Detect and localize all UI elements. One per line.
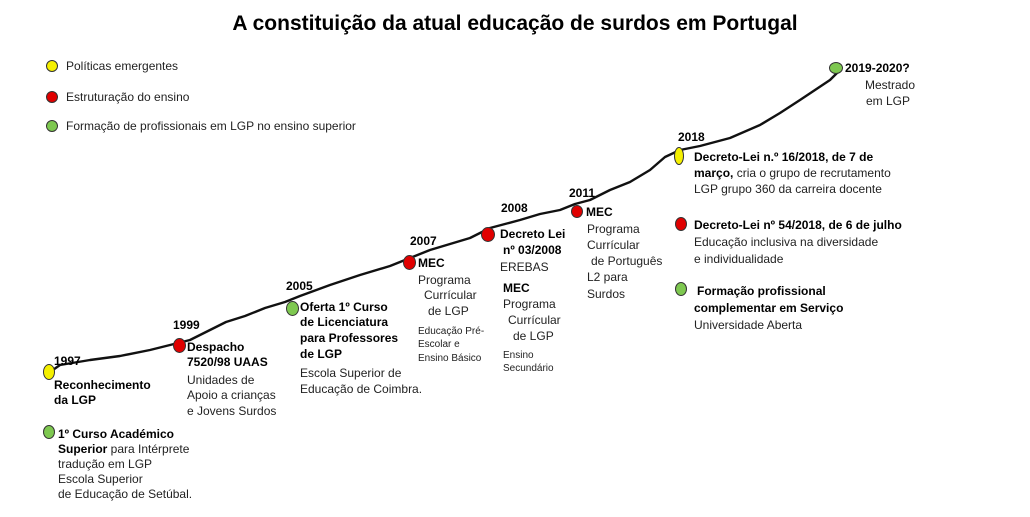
event-2011-l2: Programa: [587, 222, 640, 236]
page-title: A constituição da atual educação de surd…: [232, 12, 798, 35]
event-2019-l2: em LGP: [866, 94, 911, 108]
event-2008b-l2: Programa: [503, 297, 556, 311]
event-dot-2018-green: [675, 282, 687, 296]
event-2007-l3: Currícular: [424, 288, 477, 302]
event-2008b-l3: Currícular: [508, 313, 561, 327]
year-2018: 2018: [678, 130, 705, 144]
event-2005-l2: de Licenciatura: [300, 315, 389, 329]
event-2008-l3: EREBAS: [500, 260, 549, 274]
event-dot-2018-red: [675, 217, 687, 231]
event-dot-2011-red: [571, 205, 583, 218]
event-1997b-l2: Superior para Intérprete: [58, 442, 189, 457]
event-1997b-l4: Escola Superior: [58, 472, 143, 486]
event-dot-1999-red: [173, 338, 186, 353]
legend-label-formacao: Formação de profissionais em LGP no ensi…: [66, 119, 356, 133]
event-dot-2007-red: [403, 255, 416, 270]
event-2008-l2: nº 03/2008: [503, 243, 562, 257]
year-1997: 1997: [54, 354, 81, 368]
event-dot-2019-green: [829, 62, 843, 74]
event-2008b-l6: Secundário: [503, 363, 554, 374]
event-1997b-l2-rest: para Intérprete: [107, 442, 190, 456]
legend-label-politicas: Políticas emergentes: [66, 59, 179, 73]
event-1999-l5: e Jovens Surdos: [187, 404, 277, 418]
event-2018a-l2-rest: cria o grupo de recrutamento: [733, 166, 891, 180]
year-2011: 2011: [569, 186, 596, 200]
event-2018a-l1: Decreto-Lei n.º 16/2018, de 7 de: [694, 150, 874, 164]
event-2018b-l1: Decreto-Lei nº 54/2018, de 6 de julho: [694, 218, 902, 232]
event-2005-l3: para Professores: [300, 331, 399, 345]
event-2018a-l3: LGP grupo 360 da carreira docente: [694, 182, 882, 196]
legend-label-estruturacao: Estruturação do ensino: [66, 90, 190, 104]
event-2007-l1: MEC: [418, 256, 445, 270]
event-dot-2008-red: [481, 227, 495, 242]
year-2007: 2007: [410, 234, 437, 248]
event-1997b-l1: 1º Curso Académico: [58, 427, 174, 441]
event-2008-l1: Decreto Lei: [500, 227, 566, 241]
event-2011-l6: Surdos: [587, 287, 626, 301]
event-2011-l1: MEC: [586, 205, 613, 219]
event-1997-l1: Reconhecimento: [54, 378, 151, 392]
event-1997-l2: da LGP: [54, 393, 97, 407]
event-dot-1997-green: [43, 425, 55, 439]
event-2018c-l1: Formação profissional: [697, 284, 826, 298]
event-dot-1997-yellow: [43, 364, 55, 380]
legend-dot-yellow: [46, 60, 58, 72]
event-2007-l2: Programa: [418, 273, 471, 287]
event-2018b-l3: e individualidade: [694, 252, 784, 266]
event-1999-l4: Apoio a crianças: [187, 388, 276, 402]
year-2019-2020: 2019-2020?: [845, 61, 910, 75]
event-2005-l1: Oferta 1º Curso: [300, 300, 388, 314]
event-2005-l5: Escola Superior de: [300, 366, 402, 380]
event-dot-2018-yellow: [674, 147, 684, 165]
event-2011-l3: Currícular: [587, 238, 640, 252]
event-dot-2005-green: [286, 301, 299, 316]
event-1997b-l2-bold: Superior: [58, 442, 108, 456]
event-2018a-l2: março, cria o grupo de recrutamento: [694, 166, 891, 181]
event-2018c-l3: Universidade Aberta: [694, 318, 803, 332]
event-2005-l4: de LGP: [300, 347, 343, 361]
event-2019-l1: Mestrado: [865, 78, 916, 92]
event-2008b-l5: Ensino: [503, 350, 534, 361]
legend-dot-green: [46, 120, 58, 132]
event-1999-l1: Despacho: [187, 340, 245, 354]
event-2005-l6: Educação de Coimbra.: [300, 382, 423, 396]
event-2007-l5: Educação Pré-: [418, 326, 485, 337]
event-2018c-l2: complementar em Serviço: [694, 301, 844, 315]
event-1999-l3: Unidades de: [187, 373, 255, 387]
event-2007-l7: Ensino Básico: [418, 353, 482, 364]
event-1997b-l5: de Educação de Setúbal.: [58, 487, 193, 501]
year-1999: 1999: [173, 318, 200, 332]
event-2018a-l2-bold: março,: [694, 166, 734, 180]
event-2007-l4: de LGP: [428, 304, 469, 318]
year-2008: 2008: [501, 201, 528, 215]
event-1997b-l3: tradução em LGP: [58, 457, 153, 471]
event-2018b-l2: Educação inclusiva na diversidade: [694, 235, 879, 249]
year-2005: 2005: [286, 279, 313, 293]
event-1999-l2: 7520/98 UAAS: [187, 355, 268, 369]
legend-dot-red: [46, 91, 58, 103]
event-2007-l6: Escolar e: [418, 339, 460, 350]
event-2008b-l1: MEC: [503, 281, 530, 295]
event-2011-l5: L2 para: [587, 270, 628, 284]
event-2008b-l4: de LGP: [513, 329, 554, 343]
event-2011-l4: de Português: [591, 254, 663, 268]
